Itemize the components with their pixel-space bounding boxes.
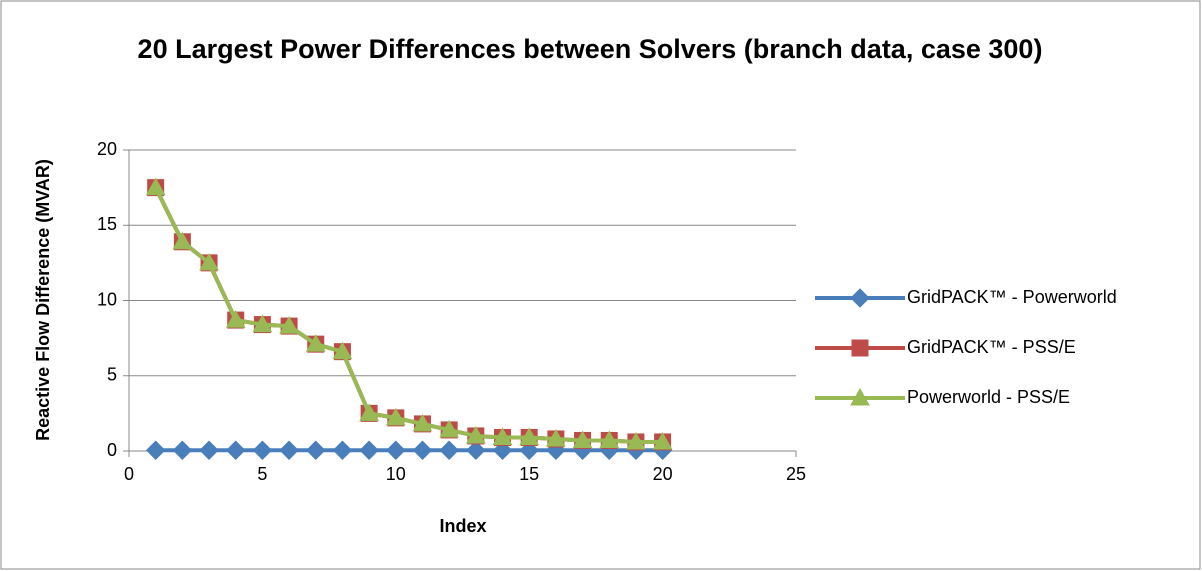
y-tick-label: 0 [107, 440, 117, 460]
marker [226, 440, 246, 460]
marker [599, 430, 620, 448]
marker [492, 440, 513, 460]
marker [359, 403, 379, 421]
marker [306, 440, 326, 460]
legend-label: GridPACK™ - PSS/E [907, 337, 1076, 357]
x-tick-label: 15 [519, 464, 539, 484]
marker [465, 425, 486, 444]
y-axis-label: Reactive Flow Difference (MVAR) [33, 159, 53, 441]
marker [145, 177, 166, 196]
marker [305, 334, 326, 352]
marker [279, 316, 299, 334]
marker [466, 440, 486, 460]
y-tick-label: 20 [97, 139, 117, 159]
x-tick-label: 25 [786, 464, 806, 484]
marker [386, 440, 406, 460]
marker [385, 407, 406, 426]
marker [519, 440, 539, 460]
marker [252, 314, 273, 333]
x-tick-label: 0 [124, 464, 134, 484]
marker [172, 440, 193, 460]
marker [199, 440, 219, 460]
marker [572, 430, 593, 448]
marker [172, 231, 193, 250]
marker [199, 252, 219, 271]
marker [652, 431, 673, 450]
x-axis-label: Index [439, 516, 486, 536]
marker [439, 419, 460, 438]
marker [279, 440, 299, 460]
marker [626, 431, 646, 450]
legend-marker [850, 387, 870, 406]
marker [145, 440, 166, 460]
marker [332, 341, 353, 360]
y-tick-label: 10 [97, 289, 117, 309]
legend-label: Powerworld - PSS/E [907, 387, 1070, 407]
legend-marker [850, 288, 870, 308]
legend-marker [851, 339, 869, 357]
marker [252, 440, 273, 460]
y-tick-label: 5 [107, 365, 117, 385]
marker [225, 310, 246, 328]
y-tick-label: 15 [97, 214, 117, 234]
marker [332, 440, 353, 460]
marker [412, 413, 433, 432]
marker [546, 428, 566, 447]
chart-title: 20 Largest Power Differences between Sol… [137, 34, 1043, 64]
marker [519, 427, 540, 445]
x-tick-label: 5 [257, 464, 267, 484]
marker [492, 427, 513, 445]
legend-label: GridPACK™ - Powerworld [907, 287, 1117, 307]
marker [439, 440, 459, 460]
marker [359, 440, 379, 460]
x-tick-label: 20 [653, 464, 673, 484]
x-tick-label: 10 [386, 464, 406, 484]
marker [412, 440, 433, 460]
